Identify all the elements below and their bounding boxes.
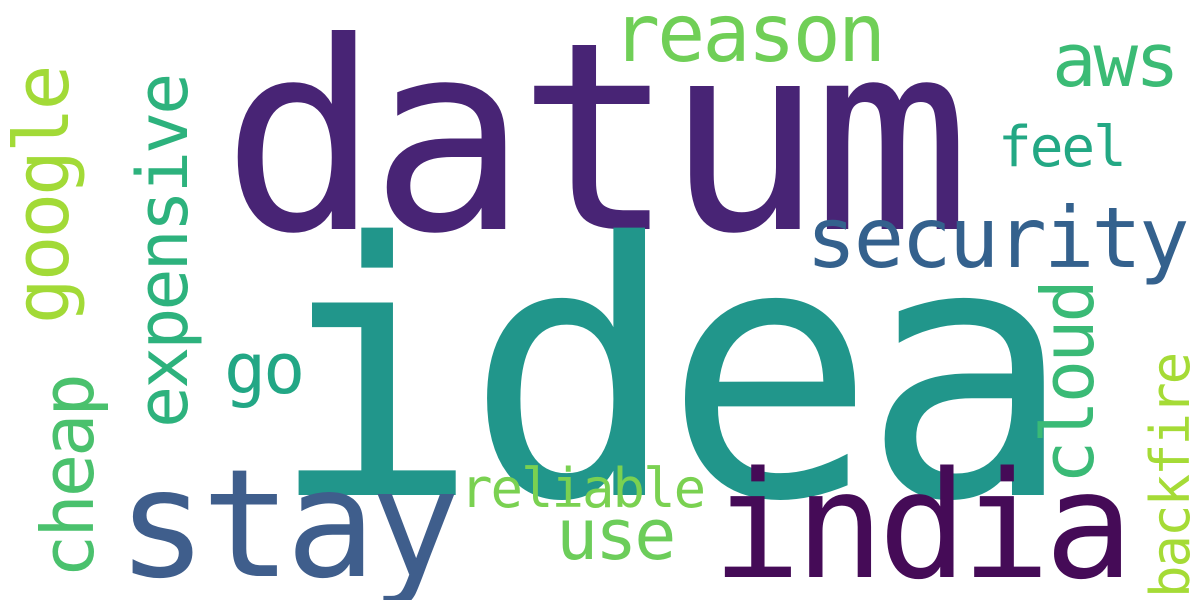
word-google: google xyxy=(0,67,86,324)
word-reliable: reliable xyxy=(460,457,706,520)
word-india: india xyxy=(712,440,1134,600)
word-security: security xyxy=(806,189,1190,287)
word-idea: idea xyxy=(268,169,1074,579)
word-cheap: cheap xyxy=(26,376,110,578)
word-aws: aws xyxy=(1052,18,1180,104)
word-stay: stay xyxy=(117,438,460,600)
word-reason: reason xyxy=(612,0,886,80)
word-backfire: backfire xyxy=(1139,353,1200,598)
word-datum: datum xyxy=(222,0,971,291)
word-go: go xyxy=(224,328,305,410)
word-feel: feel xyxy=(998,115,1127,180)
word-expensive: expensive xyxy=(122,75,204,428)
word-cloud-term: cloud xyxy=(1026,282,1110,484)
word-use: use xyxy=(556,494,676,576)
